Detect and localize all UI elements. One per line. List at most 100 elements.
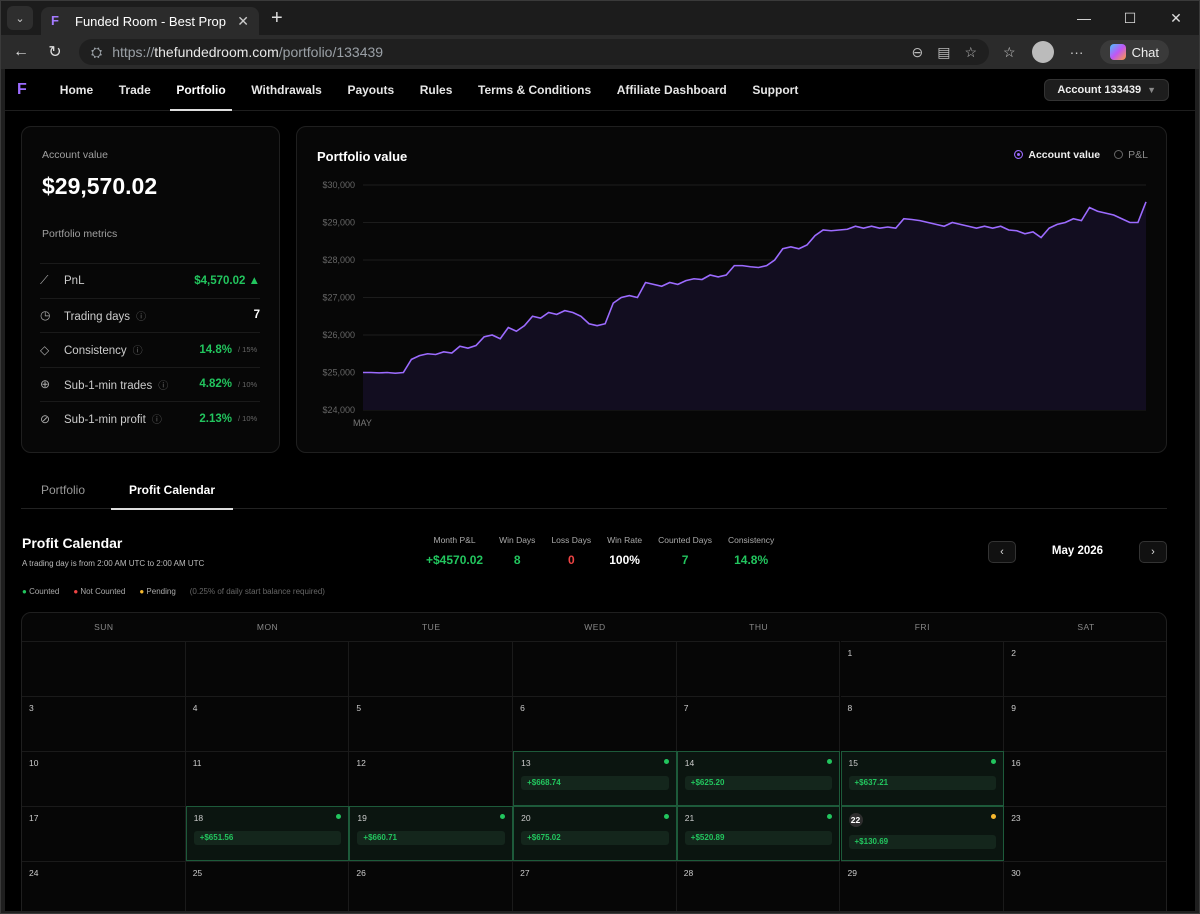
portfolio-value-line (363, 201, 1147, 375)
y-tick-label: $25,000 (322, 368, 355, 378)
nav-withdrawals[interactable]: Withdrawals (251, 82, 322, 97)
funded-room-logo-icon[interactable]: F (17, 80, 27, 98)
url-field[interactable]: ⛭ https://thefundedroom.com/portfolio/13… (79, 39, 989, 65)
info-icon[interactable]: ⓘ (136, 311, 147, 323)
calendar-day[interactable]: 20 +$675.02 (513, 806, 677, 861)
day-number: 29 (847, 868, 857, 878)
metric-name: PnL (64, 275, 194, 287)
nav-payouts[interactable]: Payouts (347, 82, 395, 97)
info-icon[interactable]: ⓘ (132, 346, 143, 358)
tab-profit-calendar[interactable]: Profit Calendar (110, 483, 234, 510)
refresh-icon[interactable]: ↻ (48, 44, 62, 61)
metric-row: ◷ Trading days ⓘ 7 (40, 297, 260, 333)
calendar-day[interactable]: 2 (1004, 641, 1166, 696)
legend-account-value[interactable]: Account value (1014, 149, 1100, 161)
calendar-day[interactable]: 17 (22, 806, 186, 861)
calendar-day[interactable]: 16 (1004, 751, 1166, 806)
day-number: 24 (29, 868, 39, 878)
calendar-day (676, 641, 841, 696)
browser-tab[interactable]: F Funded Room - Best Prop Trading ✕ (41, 7, 259, 35)
favorites-icon[interactable]: ☆ (1003, 43, 1016, 60)
calendar-day[interactable]: 3 (22, 696, 186, 751)
pending-dot (991, 814, 997, 819)
portfolio-chart-card: Portfolio value Account value P&L $30,00… (296, 126, 1167, 453)
calendar-day[interactable]: 15 +$637.21 (840, 751, 1005, 806)
day-number: 6 (520, 703, 525, 713)
calendar-day[interactable]: 24 (22, 861, 186, 911)
y-tick-label: $29,000 (322, 218, 355, 228)
calendar-day[interactable]: 25 (185, 861, 350, 911)
minimize-button[interactable]: — (1077, 9, 1091, 26)
day-number: 9 (1011, 703, 1016, 713)
calendar-day[interactable]: 6 (513, 696, 677, 751)
calendar-day[interactable]: 26 (349, 861, 514, 911)
day-profit: +$520.89 (684, 831, 833, 845)
day-number: 19 (357, 813, 367, 823)
stat-label: Loss Days (551, 535, 592, 545)
nav-trade[interactable]: Trade (118, 82, 151, 97)
calendar-day[interactable]: 28 (676, 861, 841, 911)
calendar-day[interactable]: 27 (513, 861, 677, 911)
metric-value: 2.13% (199, 412, 232, 425)
maximize-button[interactable]: ☐ (1123, 9, 1137, 26)
metric-limit: / 10% (238, 414, 258, 424)
prev-month-button[interactable]: ‹ (988, 541, 1016, 563)
calendar-day[interactable]: 5 (349, 696, 514, 751)
calendar-day[interactable]: 7 (676, 696, 841, 751)
calendar-day[interactable]: 14 +$625.20 (676, 751, 841, 806)
nav-support[interactable]: Support (752, 82, 799, 97)
calendar-day[interactable]: 4 (185, 696, 350, 751)
url-path: /portfolio/133439 (278, 44, 384, 60)
nav-portfolio[interactable]: Portfolio (164, 69, 239, 111)
info-icon[interactable]: ⓘ (158, 380, 169, 392)
calendar-day[interactable]: 23 (1004, 806, 1166, 861)
calendar-day[interactable]: 8 (840, 696, 1005, 751)
tab-actions-button[interactable]: ⌄ (7, 6, 33, 30)
metric-label: Sub-1-min trades (64, 379, 153, 392)
day-number: 2 (1011, 648, 1016, 658)
info-icon[interactable]: ⓘ (151, 415, 162, 427)
check-circle-icon: ⊘ (40, 411, 51, 426)
favorite-star-icon[interactable]: ☆ (964, 43, 977, 60)
close-window-button[interactable]: ✕ (1170, 9, 1182, 26)
legend-pnl[interactable]: P&L (1114, 149, 1148, 161)
day-number: 20 (521, 813, 531, 823)
calendar-day[interactable]: 22 +$130.69 (840, 806, 1005, 861)
calendar-day[interactable]: 11 (185, 751, 350, 806)
url-host: thefundedroom.com (154, 44, 279, 60)
calendar-day[interactable]: 1 (840, 641, 1005, 696)
calendar-day[interactable]: 19 +$660.71 (349, 806, 514, 861)
counted-dot (827, 759, 833, 764)
calendar-stats: Month P&L +$4570.02 Win Days 8 Loss Days 0 Win… (418, 535, 782, 567)
nav-terms-conditions[interactable]: Terms & Conditions (478, 82, 592, 97)
calendar-day[interactable]: 10 (22, 751, 186, 806)
calendar-day[interactable]: 9 (1004, 696, 1166, 751)
calendar-day[interactable]: 12 (349, 751, 514, 806)
back-icon[interactable]: ← (13, 43, 29, 60)
calendar-day[interactable]: 30 (1004, 861, 1166, 911)
calendar-day[interactable]: 29 (840, 861, 1005, 911)
copilot-chat-button[interactable]: Chat (1099, 40, 1170, 64)
day-number: 1 (847, 648, 853, 658)
next-month-button[interactable]: › (1139, 541, 1167, 563)
close-tab-icon[interactable]: ✕ (237, 12, 249, 29)
trend-icon: ⟋ (40, 273, 49, 288)
tab-portfolio[interactable]: Portfolio (41, 483, 86, 497)
more-menu-icon[interactable]: ··· (1069, 44, 1084, 60)
calendar-day[interactable]: 18 +$651.56 (185, 806, 350, 861)
new-tab-button[interactable]: + (271, 6, 283, 29)
nav-rules[interactable]: Rules (419, 82, 453, 97)
calendar-day[interactable]: 21 +$520.89 (676, 806, 841, 861)
portfolio-value-chart[interactable]: $30,000 $29,000 $28,000 $27,000 $26,000 $25,0… (297, 167, 1166, 467)
reader-icon[interactable]: ▤ (937, 43, 951, 60)
calendar-day[interactable]: 13 +$668.74 (513, 751, 677, 806)
zoom-icon[interactable]: ⊖ (911, 43, 924, 60)
day-profit: +$668.74 (521, 776, 669, 790)
account-selector[interactable]: Account 133439 ▼ (1044, 79, 1169, 101)
stat-month-p-l: Month P&L +$4570.02 (418, 535, 491, 567)
nav-home[interactable]: Home (59, 82, 94, 97)
nav-affiliate-dashboard[interactable]: Affiliate Dashboard (616, 82, 727, 97)
profile-avatar[interactable] (1031, 41, 1054, 63)
day-number: 14 (684, 758, 695, 768)
site-info-icon[interactable]: ⛭ (91, 43, 103, 60)
